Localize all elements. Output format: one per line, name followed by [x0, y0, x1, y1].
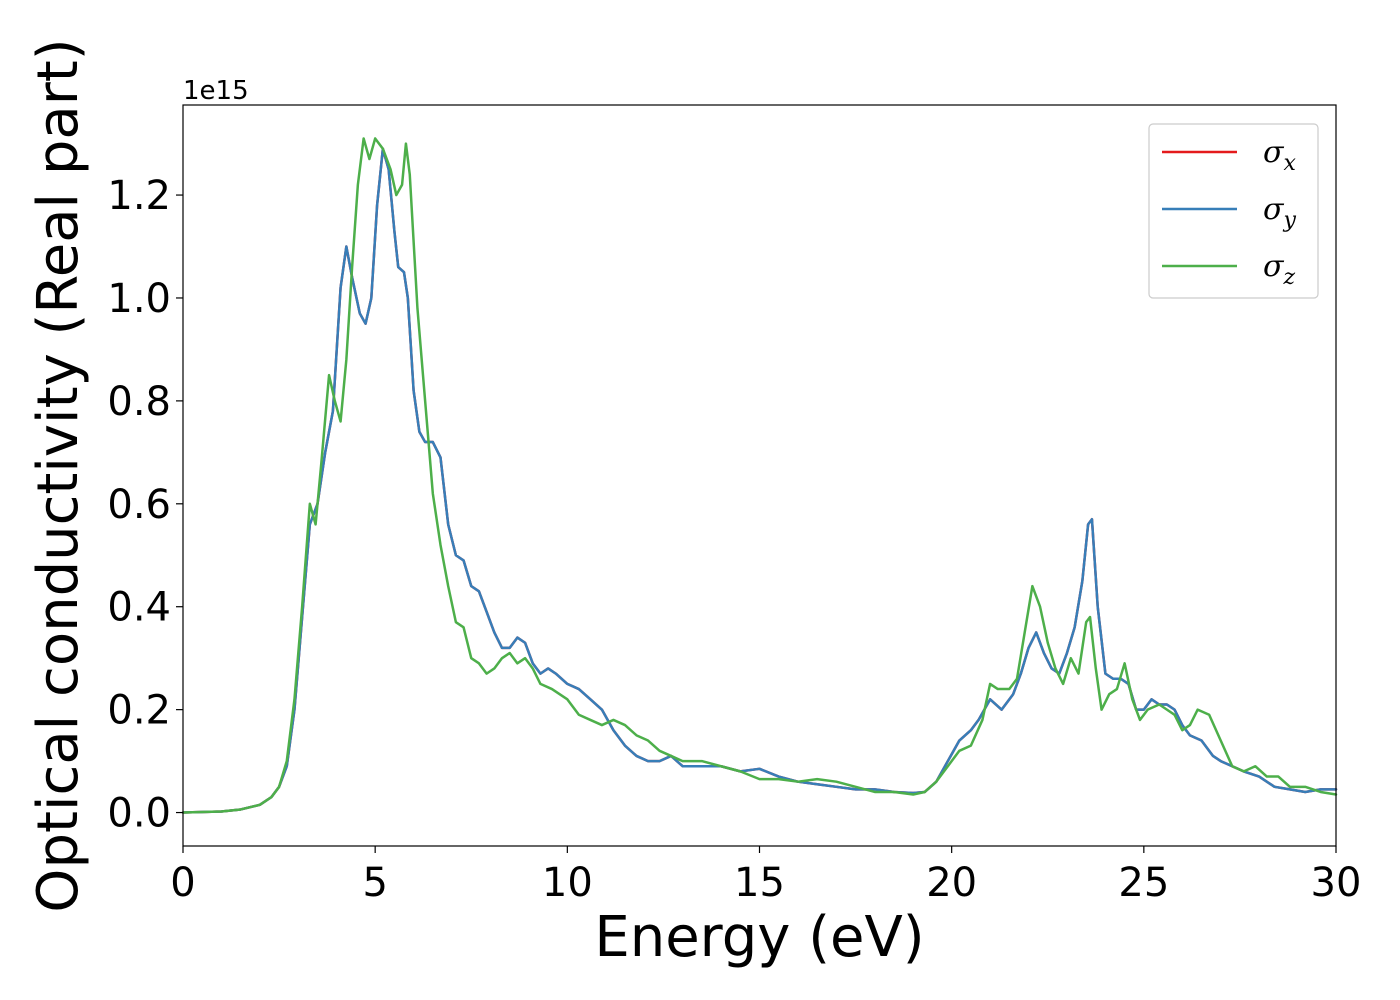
legend: σx σy σz — [1148, 123, 1319, 299]
y-tick-label: 0.2 — [107, 688, 171, 734]
x-tick-label: 15 — [734, 860, 785, 906]
series-line-sz — [181, 137, 1338, 814]
y-tick-label: 0.6 — [107, 482, 171, 528]
x-tick-label: 25 — [1118, 860, 1169, 906]
series-layer — [181, 137, 1338, 814]
x-axis-label: Energy (eV) — [594, 905, 924, 970]
y-offset-label: 1e15 — [183, 76, 249, 106]
x-tick-label: 20 — [926, 860, 977, 906]
legend-label-y: σy — [1263, 192, 1296, 233]
y-axis-ticks: 0.0 0.2 0.4 0.6 0.8 1.0 1.2 — [107, 173, 183, 837]
legend-label-z: σz — [1263, 249, 1295, 290]
legend-box — [1148, 123, 1319, 299]
legend-label-x: σx — [1263, 135, 1296, 176]
x-tick-label: 0 — [170, 860, 195, 906]
y-tick-label: 1.0 — [107, 276, 171, 322]
x-tick-label: 5 — [362, 860, 387, 906]
x-axis-ticks: 0 5 10 15 20 25 30 — [170, 846, 1361, 906]
y-tick-label: 0.4 — [107, 585, 171, 631]
y-tick-label: 0.8 — [107, 379, 171, 425]
y-tick-label: 1.2 — [107, 173, 171, 219]
x-tick-label: 10 — [542, 860, 593, 906]
y-tick-label: 0.0 — [107, 791, 171, 837]
y-axis-label: Optical conductivity (Real part) — [26, 38, 91, 912]
x-tick-label: 30 — [1311, 860, 1362, 906]
